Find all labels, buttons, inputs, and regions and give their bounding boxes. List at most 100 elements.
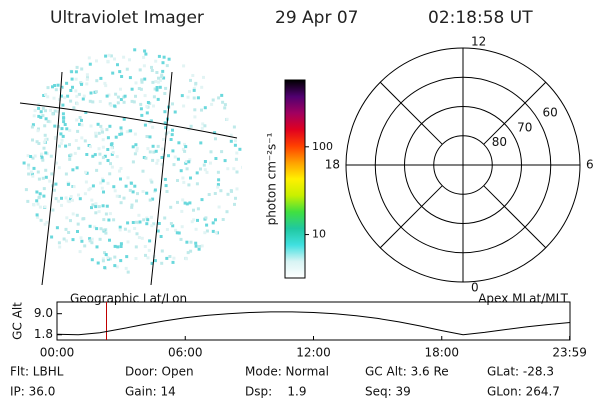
speckle bbox=[156, 97, 160, 101]
speckle bbox=[162, 138, 166, 141]
speckle bbox=[43, 124, 47, 128]
title: Ultraviolet Imager bbox=[50, 8, 204, 28]
speckle bbox=[74, 89, 78, 93]
speckle bbox=[88, 237, 92, 241]
speckle bbox=[160, 75, 164, 79]
speckle bbox=[69, 99, 73, 103]
speckle bbox=[209, 161, 212, 165]
speckle bbox=[150, 224, 154, 228]
speckle bbox=[164, 126, 168, 130]
speckle bbox=[229, 133, 233, 137]
speckle bbox=[131, 190, 135, 194]
info-field: GC Alt: 3.6 Re bbox=[365, 365, 449, 379]
lon-line bbox=[41, 71, 63, 286]
speckle bbox=[80, 67, 84, 71]
speckle bbox=[83, 192, 87, 196]
speckle bbox=[110, 152, 114, 156]
speckle bbox=[111, 151, 115, 154]
speckle bbox=[89, 91, 93, 95]
speckle bbox=[210, 102, 214, 106]
speckle bbox=[80, 82, 83, 86]
speckle bbox=[78, 197, 82, 201]
speckle bbox=[26, 154, 30, 158]
speckle bbox=[33, 154, 37, 158]
speckle bbox=[200, 198, 204, 202]
speckle bbox=[150, 180, 154, 184]
speckle bbox=[107, 218, 111, 222]
speckle bbox=[109, 162, 112, 166]
speckle bbox=[173, 110, 177, 114]
speckle bbox=[52, 188, 56, 192]
speckle bbox=[189, 240, 193, 244]
speckle bbox=[234, 157, 238, 161]
speckle bbox=[24, 188, 28, 192]
speckle bbox=[113, 104, 117, 108]
speckle bbox=[124, 184, 128, 188]
speckle bbox=[30, 125, 34, 129]
speckle bbox=[96, 122, 100, 126]
speckle bbox=[58, 245, 62, 249]
speckle bbox=[225, 117, 229, 121]
speckle bbox=[137, 87, 141, 90]
speckle bbox=[93, 153, 97, 157]
y-tick-label: 9.0 bbox=[34, 306, 53, 320]
speckle bbox=[143, 123, 147, 127]
speckle bbox=[83, 139, 87, 143]
speckle bbox=[183, 149, 187, 153]
speckle bbox=[192, 87, 196, 91]
speckle bbox=[151, 158, 155, 162]
speckle bbox=[199, 141, 203, 145]
speckle bbox=[37, 127, 40, 131]
speckle bbox=[101, 204, 105, 208]
speckle bbox=[126, 221, 130, 225]
speckle bbox=[59, 142, 63, 146]
speckle bbox=[123, 227, 127, 231]
speckle bbox=[66, 94, 70, 98]
speckle bbox=[143, 77, 147, 81]
speckle bbox=[105, 94, 109, 98]
speckle bbox=[211, 229, 215, 233]
speckle bbox=[107, 53, 111, 57]
speckle bbox=[186, 95, 190, 99]
speckle bbox=[181, 198, 185, 202]
speckle bbox=[159, 235, 163, 238]
speckle bbox=[127, 229, 131, 233]
speckle bbox=[113, 264, 117, 268]
speckle bbox=[40, 152, 44, 156]
speckle bbox=[167, 154, 170, 158]
speckle bbox=[37, 196, 41, 200]
speckle bbox=[80, 136, 84, 140]
speckle bbox=[73, 151, 77, 155]
speckle bbox=[75, 102, 79, 106]
speckle bbox=[103, 251, 106, 255]
speckle bbox=[220, 150, 224, 154]
speckle bbox=[108, 212, 112, 216]
speckle bbox=[165, 256, 169, 260]
speckle bbox=[194, 81, 198, 85]
speckle bbox=[115, 194, 119, 198]
speckle bbox=[84, 180, 88, 184]
speckle bbox=[226, 167, 230, 171]
speckle bbox=[153, 259, 157, 263]
speckle bbox=[88, 62, 92, 66]
speckle bbox=[31, 174, 35, 178]
speckle bbox=[101, 228, 105, 232]
speckle bbox=[106, 181, 110, 185]
speckle bbox=[50, 235, 54, 239]
speckle bbox=[155, 88, 159, 92]
speckle bbox=[129, 129, 133, 133]
speckle bbox=[107, 93, 111, 97]
speckle bbox=[211, 98, 215, 102]
speckle bbox=[185, 160, 189, 163]
speckle bbox=[46, 86, 50, 90]
speckle bbox=[155, 71, 159, 74]
speckle bbox=[95, 245, 99, 249]
speckle bbox=[196, 218, 199, 222]
speckle bbox=[33, 109, 37, 113]
speckle bbox=[181, 176, 185, 180]
speckle bbox=[226, 192, 230, 196]
speckle bbox=[31, 138, 34, 142]
speckle bbox=[154, 80, 158, 83]
speckle bbox=[122, 55, 126, 59]
speckle bbox=[62, 120, 66, 124]
